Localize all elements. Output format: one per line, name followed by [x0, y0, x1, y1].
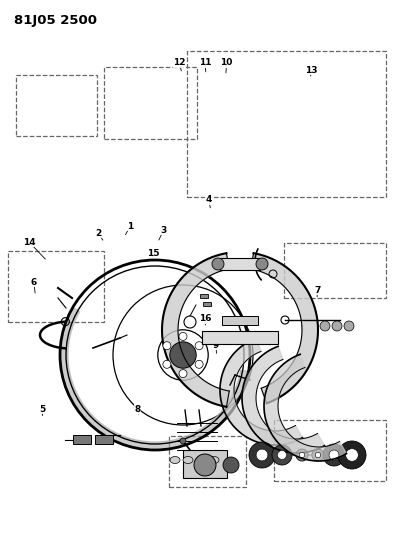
Circle shape	[163, 342, 171, 350]
Bar	[200, 294, 208, 298]
Text: 8: 8	[135, 405, 141, 414]
Text: 5: 5	[39, 405, 45, 414]
Bar	[73, 435, 91, 444]
Text: 9: 9	[213, 341, 219, 350]
Circle shape	[320, 321, 330, 331]
Circle shape	[272, 445, 292, 465]
Text: 3: 3	[160, 226, 167, 235]
Circle shape	[163, 360, 171, 368]
Circle shape	[179, 369, 187, 377]
Circle shape	[315, 453, 321, 458]
Text: 2: 2	[95, 229, 102, 238]
Ellipse shape	[196, 456, 206, 464]
Bar	[95, 435, 113, 444]
Text: 13: 13	[305, 66, 318, 75]
Circle shape	[195, 342, 203, 350]
Polygon shape	[60, 308, 249, 450]
Circle shape	[323, 444, 345, 466]
Bar	[222, 316, 258, 325]
Text: 14: 14	[23, 238, 36, 247]
Circle shape	[277, 450, 286, 459]
Circle shape	[332, 321, 342, 331]
Circle shape	[338, 441, 366, 469]
Circle shape	[329, 450, 339, 460]
Bar	[8, 251, 104, 322]
Text: 16: 16	[199, 314, 211, 323]
Text: 12: 12	[173, 59, 186, 67]
Bar	[187, 51, 386, 197]
Bar	[183, 450, 227, 478]
Text: 11: 11	[199, 59, 211, 67]
Bar	[16, 75, 97, 136]
Polygon shape	[242, 346, 325, 453]
Text: 7: 7	[314, 286, 320, 295]
Bar	[284, 243, 386, 298]
Polygon shape	[251, 253, 318, 403]
Circle shape	[194, 454, 216, 476]
Circle shape	[180, 438, 186, 444]
Text: 15: 15	[147, 249, 160, 257]
Text: 1: 1	[127, 222, 133, 231]
Circle shape	[346, 449, 358, 461]
Circle shape	[299, 453, 305, 458]
Circle shape	[195, 360, 203, 368]
Polygon shape	[264, 354, 346, 461]
Bar	[104, 67, 197, 139]
Circle shape	[296, 449, 308, 461]
Bar	[169, 436, 246, 487]
Text: 6: 6	[31, 278, 37, 287]
Text: 4: 4	[206, 196, 212, 204]
Circle shape	[212, 258, 224, 270]
Bar	[203, 302, 211, 306]
Circle shape	[179, 333, 187, 341]
Ellipse shape	[183, 456, 193, 464]
Circle shape	[223, 457, 239, 473]
Bar	[274, 420, 386, 481]
Circle shape	[249, 442, 275, 468]
Polygon shape	[220, 338, 303, 445]
Ellipse shape	[170, 456, 180, 464]
Bar	[202, 331, 278, 344]
Circle shape	[312, 449, 324, 461]
Text: 81J05 2500: 81J05 2500	[14, 14, 97, 27]
Circle shape	[344, 321, 354, 331]
Ellipse shape	[209, 456, 219, 464]
Circle shape	[170, 342, 196, 368]
Circle shape	[256, 449, 268, 461]
Circle shape	[256, 258, 268, 270]
Bar	[220, 258, 260, 270]
Polygon shape	[162, 253, 229, 407]
Text: 10: 10	[220, 59, 233, 67]
